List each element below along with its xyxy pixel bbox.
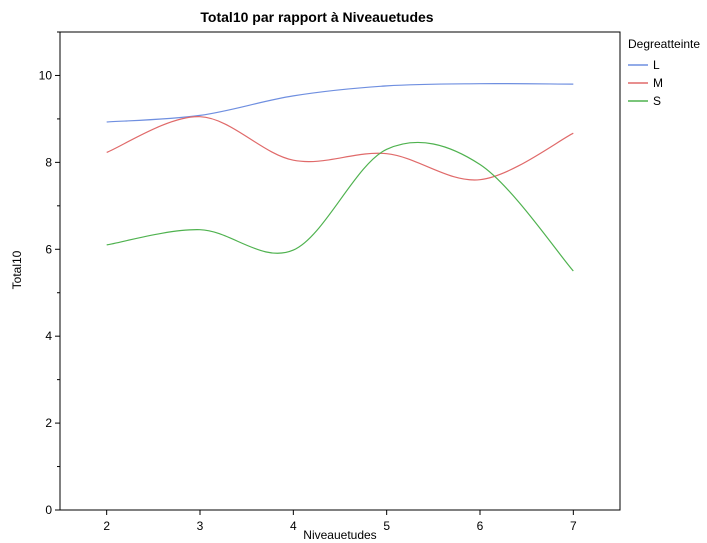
series-line-l bbox=[106, 83, 574, 123]
x-tick-label: 3 bbox=[197, 519, 204, 533]
x-tick-label: 2 bbox=[103, 519, 110, 533]
y-tick-label: 8 bbox=[45, 155, 52, 169]
y-tick-label: 6 bbox=[45, 242, 52, 256]
y-tick-label: 2 bbox=[45, 416, 52, 430]
series-group bbox=[106, 83, 574, 272]
x-tick-label: 4 bbox=[290, 519, 297, 533]
legend-label-m: M bbox=[653, 76, 663, 90]
y-tick-label: 0 bbox=[45, 503, 52, 517]
y-tick-label: 4 bbox=[45, 329, 52, 343]
plot-area bbox=[59, 31, 621, 511]
y-axis: 0 2 4 6 8 10 bbox=[39, 31, 60, 517]
series-line-m bbox=[106, 116, 574, 181]
series-line-s bbox=[106, 141, 574, 272]
chart-title: Total10 par rapport à Niveauetudes bbox=[200, 9, 433, 25]
x-axis-label: Niveauetudes bbox=[303, 528, 376, 542]
legend-title: Degreatteinte bbox=[628, 37, 700, 51]
x-tick-label: 6 bbox=[477, 519, 484, 533]
x-axis: 2 3 4 5 6 7 bbox=[103, 510, 577, 533]
x-tick-label: 7 bbox=[570, 519, 577, 533]
y-axis-label: Total10 bbox=[10, 250, 24, 289]
x-tick-label: 5 bbox=[383, 519, 390, 533]
y-tick-label: 10 bbox=[39, 68, 53, 82]
legend-label-s: S bbox=[653, 94, 661, 108]
legend-label-l: L bbox=[653, 58, 660, 72]
legend: Degreatteinte LMS bbox=[628, 37, 700, 108]
